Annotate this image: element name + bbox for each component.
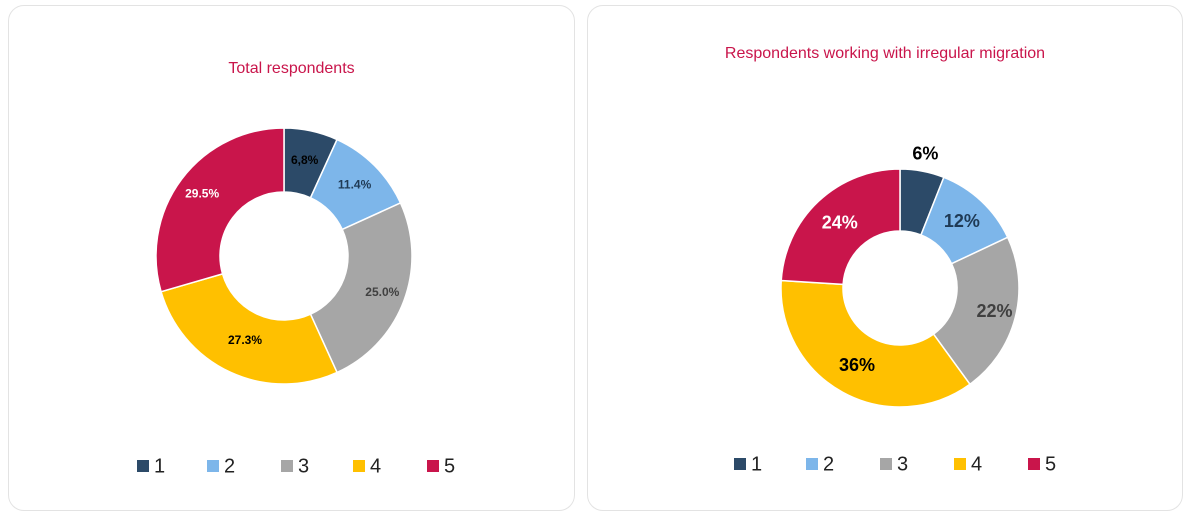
legend-swatch bbox=[137, 460, 149, 472]
legend-swatch bbox=[281, 460, 293, 472]
chart-title: Total respondents bbox=[228, 60, 355, 77]
chart-card: Total respondents 6,8% 11.4% 25.0% 27.3% 29.… bbox=[8, 5, 575, 511]
chart: 6,8% 11.4% 25.0% 27.3% 29.5% 1 2 3 4 5 bbox=[137, 127, 455, 477]
donut-slice bbox=[309, 201, 413, 374]
legend-label: 2 bbox=[224, 455, 235, 477]
data-label: 24% bbox=[822, 213, 858, 233]
legend-label: 4 bbox=[971, 453, 982, 475]
data-label: 6% bbox=[912, 143, 938, 163]
data-label: 27.3% bbox=[228, 333, 262, 347]
legend-swatch bbox=[734, 458, 746, 470]
data-label: 22% bbox=[976, 301, 1012, 321]
data-label: 6,8% bbox=[291, 153, 319, 167]
legend-swatch bbox=[806, 458, 818, 470]
donut-slice bbox=[932, 236, 1020, 386]
legend-label: 2 bbox=[823, 453, 834, 475]
legend-label: 3 bbox=[897, 453, 908, 475]
chart-card: Respondents working with irregular migra… bbox=[587, 5, 1183, 511]
legend-swatch bbox=[1028, 458, 1040, 470]
legend-swatch bbox=[353, 460, 365, 472]
chart-title: Respondents working with irregular migra… bbox=[724, 45, 1046, 62]
legend-swatch bbox=[207, 460, 219, 472]
legend-label: 5 bbox=[1045, 453, 1056, 475]
donut-slice bbox=[160, 272, 339, 385]
legend-swatch bbox=[427, 460, 439, 472]
legend-swatch bbox=[954, 458, 966, 470]
donut-slice bbox=[780, 168, 901, 286]
data-label: 29.5% bbox=[185, 187, 219, 201]
legend-swatch bbox=[880, 458, 892, 470]
data-label: 25.0% bbox=[365, 285, 399, 299]
chart: 6% 12% 22% 36% 24% 1 2 3 4 5 bbox=[734, 143, 1056, 475]
legend-label: 3 bbox=[298, 455, 309, 477]
legend-label: 1 bbox=[751, 453, 762, 475]
donut-slice bbox=[155, 127, 285, 293]
data-label: 12% bbox=[944, 211, 980, 231]
donut-slice bbox=[780, 279, 971, 408]
legend-label: 4 bbox=[370, 455, 381, 477]
data-label: 11.4% bbox=[338, 178, 372, 192]
legend-label: 1 bbox=[154, 455, 165, 477]
legend-label: 5 bbox=[444, 455, 455, 477]
data-label: 36% bbox=[839, 355, 875, 375]
